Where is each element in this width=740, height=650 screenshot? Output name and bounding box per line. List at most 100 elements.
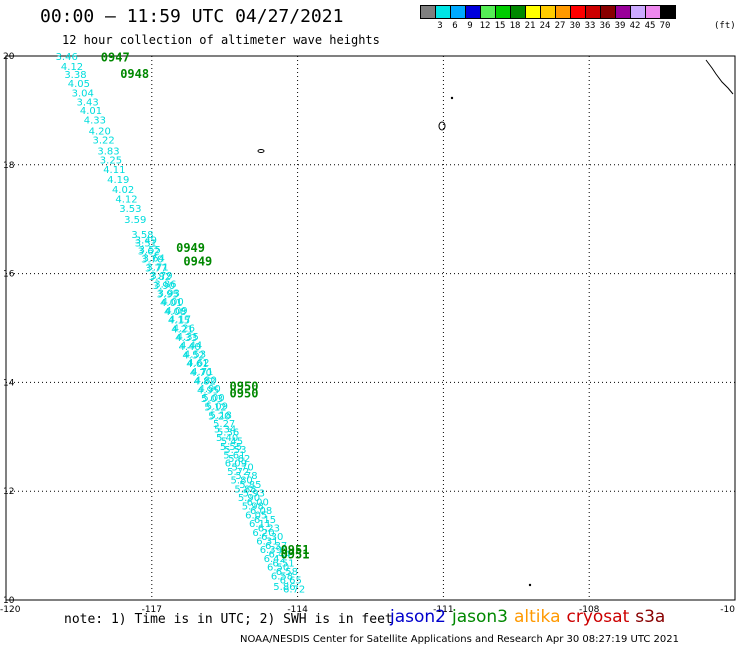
time-label: 0949 <box>176 241 205 255</box>
swh-value-label: 6.58 <box>271 571 293 582</box>
swh-value-label: 5.62 <box>228 454 250 465</box>
colorbar-swatch <box>495 5 511 19</box>
time-label: 0951 <box>281 543 310 557</box>
colorbar-swatch <box>480 5 496 19</box>
colorbar-swatch <box>435 5 451 19</box>
swh-value-label: 6.51 <box>272 558 294 569</box>
lat-tick-label: 10 <box>3 596 15 606</box>
swh-value-label: 4.19 <box>107 175 129 186</box>
swh-value-label: 3.90 <box>153 281 175 292</box>
swh-value-label: 4.70 <box>190 368 212 379</box>
time-label: 0947 <box>101 50 130 64</box>
swh-value-label: 3.51 <box>135 238 157 249</box>
colorbar-label: 36 <box>599 21 611 31</box>
swh-value-label: 5.61 <box>223 451 245 462</box>
swh-value-label: 4.05 <box>68 79 90 90</box>
swh-value-label: 6.05 <box>245 510 267 521</box>
colorbar-label: 27 <box>554 21 566 31</box>
swh-value-label: 5.86 <box>273 582 295 593</box>
swh-value-label: 6.08 <box>250 506 272 517</box>
colorbar-label: 18 <box>509 21 521 31</box>
swh-value-label: 5.80 <box>231 476 253 487</box>
swh-value-label: 6.23 <box>258 523 280 534</box>
swh-value-label: 3.53 <box>119 204 141 215</box>
swh-value-label: 3.93 <box>158 288 180 299</box>
colorbar-swatch <box>630 5 646 19</box>
swh-value-label: 6.72 <box>283 584 305 595</box>
swh-value-label: 5.34 <box>214 424 236 435</box>
swh-value-label: 6.42 <box>264 554 286 565</box>
colorbar-swatch <box>600 5 616 19</box>
swh-value-label: 4.40 <box>179 342 201 353</box>
colorbar-label: 30 <box>569 21 581 31</box>
legend-s3a: s3a <box>635 607 666 627</box>
swh-value-label: 6.31 <box>256 537 278 548</box>
swh-value-label: 4.62 <box>187 358 209 369</box>
swh-value-label: 3.43 <box>76 98 98 109</box>
swh-value-label: 5.98 <box>242 502 264 513</box>
legend-jason2: jason2 <box>390 607 446 627</box>
swh-value-label: 4.44 <box>180 341 202 352</box>
swh-value-label: 4.82 <box>194 377 216 388</box>
swh-value-label: 3.64 <box>143 254 165 265</box>
swh-value-label: 4.08 <box>164 307 186 318</box>
swh-value-label: 5.70 <box>232 463 254 474</box>
lon-tick-label: -120 <box>0 605 21 614</box>
swh-value-label: 5.27 <box>213 419 235 430</box>
legend-altika: altika <box>514 607 561 627</box>
swh-value-label: 5.18 <box>210 410 232 421</box>
swh-value-label: 4.12 <box>61 62 83 73</box>
swh-value-label: 6.20 <box>252 528 274 539</box>
colorbar-swatch <box>465 5 481 19</box>
swh-value-label: 5.85 <box>239 480 261 491</box>
lon-tick-label: -10 <box>720 605 735 614</box>
swh-value-label: 4.20 <box>89 126 111 137</box>
swh-value-label: 3.25 <box>100 156 122 167</box>
colorbar-label: 12 <box>479 21 491 31</box>
swh-colorbar <box>420 5 676 19</box>
swh-value-label: 4.26 <box>173 323 195 334</box>
swh-value-label: 5.72 <box>227 467 249 478</box>
swh-value-label: 6.50 <box>267 563 289 574</box>
lon-tick-label: -108 <box>579 605 600 614</box>
swh-value-label: 3.70 <box>141 255 163 266</box>
colorbar-label: 45 <box>644 21 656 31</box>
colorbar-label: 39 <box>614 21 626 31</box>
swh-value-label: 4.95 <box>197 385 219 396</box>
map-frame <box>5 55 736 601</box>
colorbar-swatch <box>615 5 631 19</box>
swh-value-label: 6.39 <box>260 545 282 556</box>
swh-value-label: 5.55 <box>220 442 242 453</box>
swh-value-label: 4.53 <box>184 349 206 360</box>
swh-value-label: 3.49 <box>135 236 157 247</box>
swh-value-label: 4.17 <box>169 315 191 326</box>
time-label: 0950 <box>230 387 259 401</box>
colorbar-swatch <box>585 5 601 19</box>
colorbar-swatch <box>510 5 526 19</box>
lon-tick-label: -111 <box>433 605 453 614</box>
colorbar-swatch <box>660 5 676 19</box>
colorbar-swatch <box>420 5 436 19</box>
lat-tick-label: 16 <box>3 270 15 280</box>
swh-value-label: 4.90 <box>198 384 220 395</box>
footer-credit: NOAA/NESDIS Center for Satellite Applica… <box>240 634 679 645</box>
swh-value-label: 3.59 <box>124 215 146 226</box>
swh-value-label: 3.86 <box>154 280 176 291</box>
colorbar-label: 24 <box>539 21 551 31</box>
swh-value-label: 6.15 <box>254 515 276 526</box>
swh-value-label: 3.22 <box>93 136 115 147</box>
colorbar-label: 6 <box>452 21 458 31</box>
swh-value-label: 5.45 <box>221 436 243 447</box>
swh-value-label: 5.03 <box>201 394 223 405</box>
swh-value-label: 5.36 <box>217 428 239 439</box>
swh-value-label: 5.09 <box>206 402 228 413</box>
lon-tick-label: -117 <box>142 605 162 614</box>
swh-value-label: 4.02 <box>112 185 134 196</box>
colorbar-swatch <box>570 5 586 19</box>
swh-value-label: 3.77 <box>145 263 167 274</box>
coastline <box>705 59 734 95</box>
swh-value-label: 4.52 <box>182 350 204 361</box>
swh-value-label: 5.12 <box>204 403 226 414</box>
lon-tick-label: -114 <box>287 605 308 614</box>
swh-value-label: 4.33 <box>84 115 106 126</box>
